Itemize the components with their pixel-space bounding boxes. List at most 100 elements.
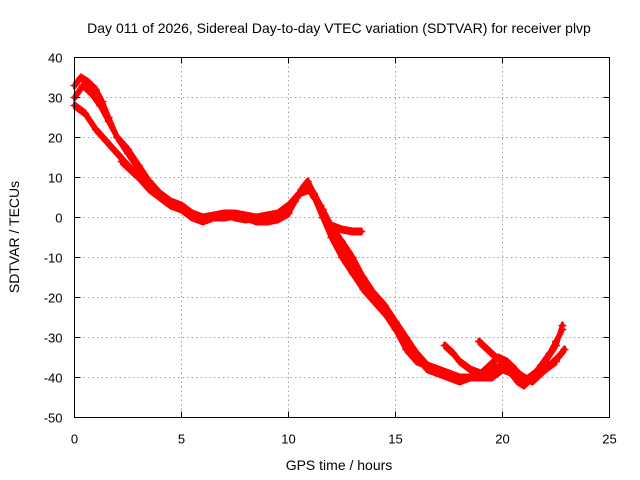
data-point bbox=[126, 165, 135, 174]
series-track-5 bbox=[327, 221, 366, 236]
x-tick-label: 15 bbox=[388, 432, 402, 447]
data-point bbox=[338, 237, 346, 246]
data-point bbox=[295, 189, 304, 198]
data-point bbox=[117, 157, 126, 166]
data-point bbox=[558, 321, 567, 330]
series-track-4 bbox=[117, 157, 169, 202]
data-point bbox=[412, 357, 421, 366]
data-point bbox=[284, 201, 293, 210]
data-point bbox=[91, 85, 100, 94]
y-tick-labels: -50 -40 -30 -20 -10 0 10 20 30 40 bbox=[44, 51, 63, 426]
data-point bbox=[143, 181, 152, 190]
data-point bbox=[530, 369, 539, 378]
y-tick-label: -10 bbox=[44, 251, 63, 266]
x-tick-label: 0 bbox=[71, 432, 78, 447]
series-line bbox=[73, 78, 564, 390]
data-point bbox=[113, 133, 122, 142]
y-tick-label: -30 bbox=[44, 331, 63, 346]
data-point bbox=[81, 109, 90, 118]
x-tick-labels: 0 5 10 15 20 25 bbox=[71, 432, 617, 447]
data-point bbox=[412, 349, 421, 358]
y-tick-label: 20 bbox=[48, 131, 62, 146]
data-point bbox=[440, 341, 449, 350]
data-point bbox=[498, 365, 507, 374]
data-point bbox=[370, 289, 379, 298]
data-point bbox=[241, 215, 250, 224]
data-point bbox=[487, 373, 496, 382]
series-line bbox=[73, 81, 567, 381]
series-track-3 bbox=[70, 101, 560, 386]
data-point bbox=[273, 209, 282, 218]
x-tick-label: 10 bbox=[281, 432, 295, 447]
data-point bbox=[231, 213, 239, 222]
data-point bbox=[96, 101, 105, 110]
data-point bbox=[252, 213, 261, 222]
data-point bbox=[455, 357, 464, 366]
x-tick-label: 5 bbox=[178, 432, 185, 447]
data-point bbox=[124, 149, 132, 158]
data-point bbox=[541, 357, 550, 366]
data-point bbox=[359, 285, 368, 294]
data-point bbox=[188, 209, 197, 218]
x-axis-label: GPS time / hours bbox=[286, 457, 393, 473]
data-point bbox=[76, 73, 85, 82]
data-point bbox=[483, 345, 492, 354]
data-point bbox=[445, 369, 453, 378]
y-tick-label: 0 bbox=[55, 211, 62, 226]
data-point bbox=[87, 89, 96, 98]
data-point bbox=[466, 365, 475, 374]
data-point bbox=[102, 137, 111, 146]
data-point bbox=[338, 253, 346, 262]
data-point bbox=[198, 213, 207, 222]
y-tick-label: 30 bbox=[48, 91, 62, 106]
data-point bbox=[541, 365, 550, 374]
series-line bbox=[73, 73, 564, 385]
data-point bbox=[220, 209, 229, 218]
data-point bbox=[357, 227, 366, 236]
data-point bbox=[160, 193, 169, 202]
series-track-7 bbox=[474, 337, 509, 366]
data-point bbox=[485, 361, 494, 370]
tick-marks bbox=[74, 57, 610, 418]
series-line bbox=[120, 162, 166, 202]
y-tick-label: 10 bbox=[48, 171, 62, 186]
data-point bbox=[209, 213, 218, 222]
data-point bbox=[79, 81, 88, 90]
data-point bbox=[552, 341, 560, 350]
data-point bbox=[434, 365, 443, 374]
data-point bbox=[327, 221, 336, 230]
data-point bbox=[263, 211, 272, 220]
data-point bbox=[104, 117, 113, 126]
data-point bbox=[492, 353, 501, 362]
y-tick-label: -40 bbox=[44, 371, 63, 386]
series-line bbox=[73, 86, 567, 386]
series-line bbox=[476, 339, 508, 364]
series-line bbox=[477, 342, 507, 366]
data-point bbox=[359, 273, 368, 282]
data-point bbox=[380, 301, 389, 310]
data-point bbox=[134, 165, 143, 174]
data-point bbox=[391, 317, 400, 326]
data-point bbox=[348, 227, 357, 236]
data-point bbox=[455, 373, 464, 382]
data-point bbox=[449, 349, 458, 358]
series-line bbox=[72, 75, 565, 388]
data-point bbox=[177, 205, 186, 214]
grid bbox=[74, 57, 610, 418]
data-point bbox=[113, 149, 122, 158]
series-line bbox=[328, 223, 364, 234]
data-point bbox=[305, 185, 314, 194]
plot-frame bbox=[74, 57, 610, 418]
data-point bbox=[83, 77, 92, 86]
data-point bbox=[519, 377, 528, 386]
y-tick-label: -20 bbox=[44, 291, 63, 306]
data-point bbox=[166, 201, 175, 210]
data-point bbox=[316, 201, 325, 210]
series-line bbox=[72, 83, 568, 384]
data-point bbox=[552, 357, 560, 366]
chart-title: Day 011 of 2026, Sidereal Day-to-day VTE… bbox=[87, 20, 591, 36]
data-point bbox=[477, 369, 486, 378]
data-point bbox=[284, 209, 293, 218]
data-point bbox=[91, 125, 100, 134]
